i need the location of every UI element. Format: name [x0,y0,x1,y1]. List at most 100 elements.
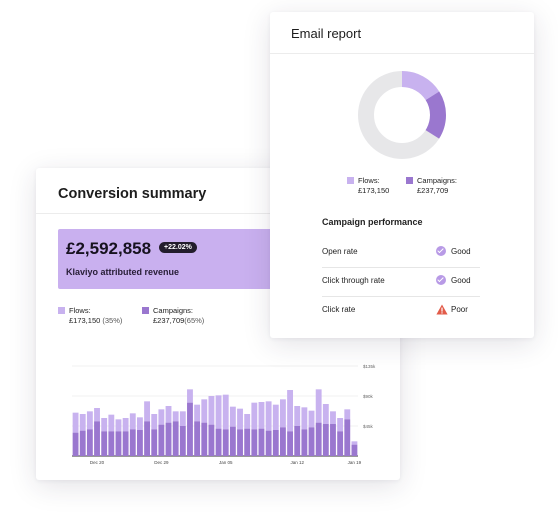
bar-campaigns [208,424,215,456]
bar-campaigns [279,427,286,456]
revenue-box: £2,592,858 +22.02% Klaviyo attributed re… [58,229,298,289]
bar-flows [244,414,251,429]
perf-row-status-text: Poor [451,305,468,314]
bar-flows [101,418,108,432]
bar-flows [322,404,329,424]
campaigns-swatch [406,177,413,184]
bar-flows [151,414,158,430]
bar-flows [165,406,172,423]
bar-campaigns [330,424,336,456]
bar-flows [294,406,301,426]
flows-swatch [58,307,65,314]
bar-flows [144,401,151,422]
x-tick-label: Jan 12 [290,460,304,465]
bar-flows [272,404,279,430]
bar-flows [79,414,86,431]
bar-flows [86,411,93,430]
bar-flows [279,399,286,428]
bar-campaigns [301,429,308,456]
bar-campaigns [265,430,272,456]
x-tick-label: Jan 19 [348,460,362,465]
bar-campaigns [151,429,158,456]
x-tick-label: Dec 29 [154,460,169,465]
donut-slice-flows [358,71,446,159]
bar-campaigns [258,428,265,456]
bar-flows [172,411,179,422]
bar-campaigns [165,422,172,456]
bar-flows [136,417,143,430]
perf-row-click-through-rate: Click through rate Good [322,267,480,297]
bar-flows [108,414,115,432]
bar-flows [194,404,201,422]
bar-flows [208,396,215,425]
bar-campaigns [351,444,358,456]
bar-flows [237,408,243,430]
revenue-label: Klaviyo attributed revenue [66,267,180,277]
bar-flows [187,389,193,403]
bar-campaigns [129,429,136,456]
perf-row-label: Open rate [322,247,358,256]
bar-flows [201,399,208,423]
bar-flows [287,390,294,432]
bar-flows [94,408,100,422]
bar-flows [158,409,165,425]
legend-flows-value: £173,150 [69,316,101,325]
bar-campaigns [237,429,243,456]
bar-campaigns [287,431,294,456]
divider [36,213,400,214]
campaigns-swatch [142,307,149,314]
bar-campaigns [86,429,93,456]
perf-row-status-text: Good [451,276,471,285]
bar-campaigns [201,422,208,456]
conversion-summary-title: Conversion summary [58,186,207,202]
revenue-change-badge: +22.02% [159,242,197,253]
bar-campaigns [136,430,143,456]
donut-legend-flows-label: Flows: [358,176,380,185]
bar-flows [308,410,315,428]
bar-campaigns [158,424,165,456]
bar-flows [265,401,272,431]
perf-row-click-rate: Click rate Poor [322,296,480,325]
check-circle-icon [436,275,446,285]
bar-flows [337,418,344,432]
bar-campaigns [179,426,186,456]
bar-campaigns [94,421,100,456]
bar-flows [344,409,351,420]
bar-campaigns [215,428,222,456]
bar-campaigns [101,431,108,456]
donut-legend-campaigns-value: £237,709 [417,186,449,195]
x-tick-label: Jan 05 [219,460,233,465]
bar-campaigns [308,427,315,456]
bar-flows [129,413,136,430]
legend-flows-pct: (35%) [102,316,123,325]
bar-campaigns [115,431,122,456]
bar-flows [72,412,79,433]
bar-flows [258,402,265,429]
bar-flows [330,411,336,424]
bar-flows [229,406,236,427]
bar-campaigns [172,421,179,456]
campaign-performance-title: Campaign performance [322,217,423,227]
bar-campaigns [244,428,251,456]
bar-flows [251,402,258,430]
bar-flows [115,419,122,432]
donut-legend-flows-value: £173,150 [358,186,390,195]
bar-flows [351,441,358,445]
warning-triangle-icon [436,304,448,315]
legend-campaigns-value: £237,709 [153,316,185,325]
revenue-donut-chart [358,71,446,159]
bar-campaigns [229,426,236,456]
donut-legend-campaigns-label: Campaigns: [417,176,458,185]
revenue-amount: £2,592,858 [66,239,152,258]
bar-campaigns [108,431,115,456]
bar-campaigns [315,422,322,456]
perf-row-label: Click rate [322,305,356,314]
flows-swatch [347,177,354,184]
bar-flows [122,418,129,432]
legend-campaigns-pct: (65%) [184,316,205,325]
x-tick-label: Dec 20 [90,460,105,465]
bar-flows [222,394,229,430]
bar-flows [215,395,222,429]
perf-row-label: Click through rate [322,276,385,285]
bar-campaigns [322,424,329,456]
